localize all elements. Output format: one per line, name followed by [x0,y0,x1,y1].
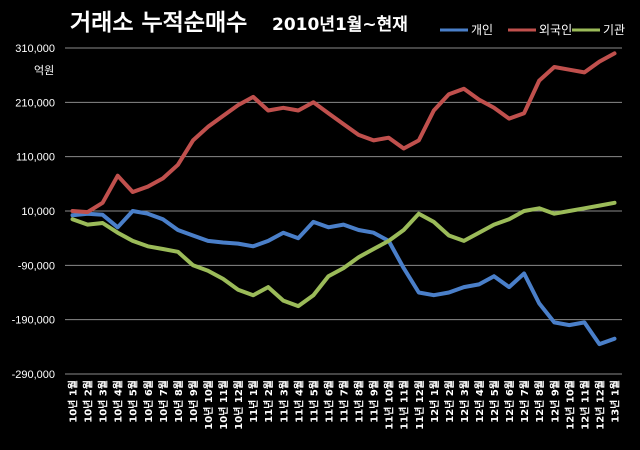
x-tick-label: 12년 3월 [458,380,471,423]
x-tick-label: 10년 11월 [217,380,230,430]
x-tick-label: 12년 2월 [443,380,456,423]
y-tick-label: -190,000 [12,315,55,327]
x-axis-ticks: 10년 1월 10년 2월 10년 3월 10년 4월 10년 5월 10년 6월 10년 … [67,380,622,430]
x-tick-label: 10년 4월 [112,380,125,423]
chart-subtitle: 2010년1월~현재 [272,15,408,35]
x-tick-label: 11년 4월 [292,380,305,423]
x-tick-label: 10년 7월 [157,380,170,423]
y-tick-label: 210,000 [15,97,55,109]
x-tick-label: 12년 1월 [428,380,441,423]
x-tick-label: 10년 2월 [82,380,95,423]
x-tick-label: 11년 12월 [413,380,426,430]
series-line-2 [70,200,617,309]
x-tick-label: 10년 9월 [187,380,200,423]
series-line-1 [70,51,617,215]
x-tick-label: 10년 1월 [67,380,80,423]
x-tick-label: 12년 6월 [503,380,516,423]
chart-title: 거래소 누적순매수 [70,10,247,36]
y-axis-ticks: 310,000 210,000 110,000 10,000 -90,000 -190,0… [12,43,55,381]
x-tick-label: 12년 12월 [593,380,606,430]
x-tick-label: 11년 10월 [383,380,396,430]
x-tick-label: 12년 7월 [518,380,531,423]
legend-label: 외국인 [539,23,572,37]
x-tick-label: 11년 11월 [398,380,411,430]
y-tick-label: -90,000 [18,260,55,272]
x-tick-label: 12년 5월 [488,380,501,423]
x-tick-label: 10년 6월 [142,380,155,423]
gridlines [65,47,622,375]
x-tick-label: 12년 11월 [578,380,591,430]
legend-label: 기관 [603,23,625,37]
series-lines [70,51,617,347]
x-tick-label: 10년 12월 [232,380,245,430]
x-tick-label: 10년 8월 [172,380,185,423]
x-tick-label: 10년 3월 [97,380,110,423]
x-tick-label: 10년 5월 [127,380,140,423]
x-tick-label: 11년 3월 [277,380,290,423]
x-tick-label: 13년 1월 [608,380,621,423]
x-tick-label: 12년 10월 [563,380,576,430]
x-tick-label: 11년 2월 [262,380,275,423]
unit-label: 억원 [34,64,54,77]
x-tick-label: 11년 7월 [338,380,351,423]
x-tick-label: 11년 5월 [307,380,320,423]
legend-label: 개인 [471,23,493,37]
x-tick-label: 11년 6월 [322,380,335,423]
series-line-0 [70,209,617,347]
x-tick-label: 12년 8월 [533,380,546,423]
x-tick-label: 11년 9월 [368,380,381,423]
y-tick-label: -290,000 [12,369,55,381]
x-tick-label: 12년 9월 [548,380,561,423]
x-tick-label: 11년 8월 [353,380,366,423]
y-tick-label: 10,000 [21,206,55,218]
y-tick-label: 310,000 [15,43,55,55]
y-tick-label: 110,000 [16,152,55,164]
legend: 개인 외국인 기관 [440,23,625,37]
x-tick-label: 11년 1월 [247,380,260,423]
x-tick-label: 10년 10월 [202,380,215,430]
x-tick-label: 12년 4월 [473,380,486,423]
